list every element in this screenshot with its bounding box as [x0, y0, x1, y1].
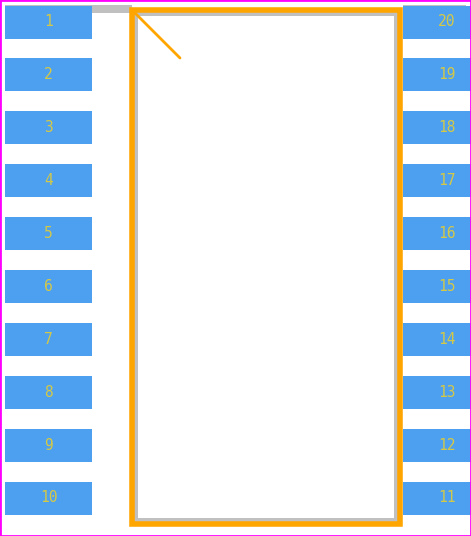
- Bar: [132, 10, 400, 524]
- Bar: [403, 481, 471, 515]
- Text: 8: 8: [44, 385, 53, 400]
- Text: 4: 4: [44, 173, 53, 188]
- Text: 9: 9: [44, 437, 53, 452]
- Bar: [138, 16, 394, 518]
- Bar: [5, 217, 92, 250]
- Bar: [403, 5, 466, 13]
- Bar: [5, 270, 92, 303]
- Text: 6: 6: [44, 279, 53, 294]
- Text: 19: 19: [438, 68, 455, 83]
- Bar: [5, 164, 92, 197]
- Text: 14: 14: [438, 332, 455, 347]
- Text: 10: 10: [40, 490, 57, 505]
- Text: 15: 15: [438, 279, 455, 294]
- Text: 7: 7: [44, 332, 53, 347]
- Bar: [403, 58, 471, 92]
- Text: 16: 16: [438, 226, 455, 241]
- Text: 18: 18: [438, 120, 455, 135]
- Bar: [5, 58, 92, 92]
- Bar: [403, 111, 471, 144]
- Bar: [403, 217, 471, 250]
- Text: 3: 3: [44, 120, 53, 135]
- Bar: [5, 111, 92, 144]
- Bar: [403, 270, 471, 303]
- Bar: [403, 323, 471, 356]
- Text: 11: 11: [438, 490, 455, 505]
- Bar: [5, 481, 92, 515]
- Text: 5: 5: [44, 226, 53, 241]
- Text: 1: 1: [44, 14, 53, 29]
- Bar: [403, 429, 471, 461]
- Bar: [5, 429, 92, 461]
- Bar: [403, 5, 471, 39]
- Bar: [5, 376, 92, 409]
- Text: 13: 13: [438, 385, 455, 400]
- Bar: [403, 164, 471, 197]
- Bar: [5, 5, 92, 39]
- Bar: [5, 323, 92, 356]
- Bar: [132, 10, 400, 524]
- Text: 2: 2: [44, 68, 53, 83]
- Text: 17: 17: [438, 173, 455, 188]
- Text: 20: 20: [438, 14, 455, 29]
- Bar: [5, 5, 132, 13]
- Bar: [403, 376, 471, 409]
- Text: 12: 12: [438, 437, 455, 452]
